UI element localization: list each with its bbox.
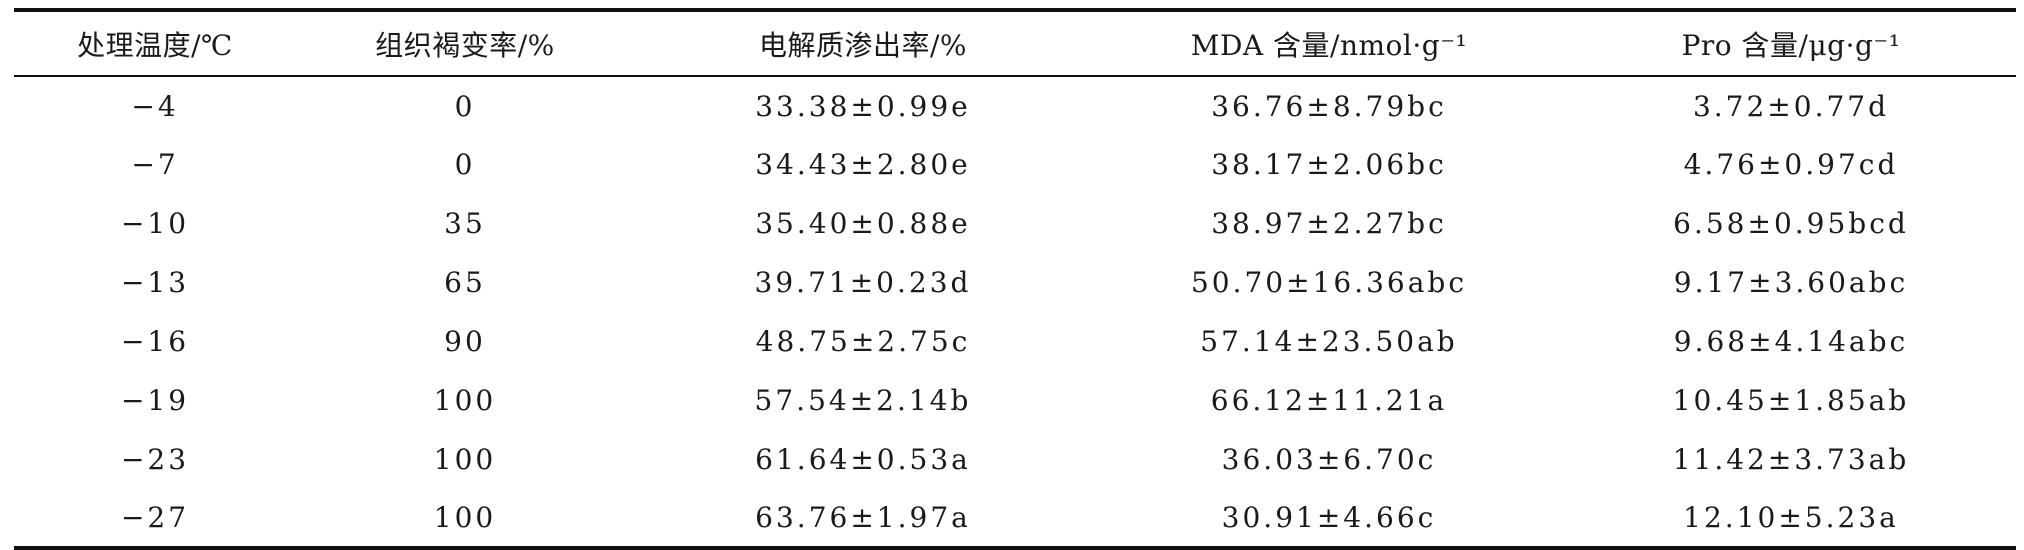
cell-browning-rate: 65: [444, 266, 486, 299]
header-row: 处理温度/℃ 组织褐变率/% 电解质渗出率/% MDA 含量/nmol·g⁻¹ …: [14, 8, 2016, 77]
cell-temperature: −19: [120, 384, 190, 417]
cell-electrolyte-leakage: 39.71±0.23d: [754, 266, 972, 299]
cell-temperature: −4: [131, 89, 179, 123]
cell-browning-rate: 100: [296, 489, 634, 550]
cell-electrolyte-leakage: 63.76±1.97a: [634, 489, 1092, 550]
cell-browning-rate: 0: [454, 148, 476, 181]
table-row: −27 100 63.76±1.97a 30.91±4.66c 12.10±5.…: [14, 489, 2016, 550]
cell-pro-content: 4.76±0.97cd: [1683, 148, 1899, 181]
header-electrolyte-leakage: 电解质渗出率/%: [634, 8, 1092, 77]
cell-temperature: −23: [120, 443, 190, 476]
table-header: 处理温度/℃ 组织褐变率/% 电解质渗出率/% MDA 含量/nmol·g⁻¹ …: [14, 8, 2016, 77]
cell-pro-content: 10.45±1.85ab: [1672, 384, 1910, 417]
cell-pro-content: 6.58±0.95bcd: [1673, 207, 1909, 240]
cell-mda-content: 50.70±16.36abc: [1190, 266, 1468, 299]
cell-electrolyte-leakage: 48.75±2.75c: [755, 325, 971, 358]
data-table: 处理温度/℃ 组织褐变率/% 电解质渗出率/% MDA 含量/nmol·g⁻¹ …: [14, 8, 2016, 550]
cell-electrolyte-leakage: 35.40±0.88e: [755, 207, 971, 240]
header-temperature: 处理温度/℃: [14, 8, 296, 77]
table-body: −4 0 33.38±0.99e 36.76±8.79bc 3.72±0.77d…: [14, 76, 2016, 550]
cell-mda-content: 38.17±2.06bc: [1211, 148, 1447, 181]
cell-mda-content: 36.76±8.79bc: [1211, 89, 1447, 123]
cell-pro-content: 11.42±3.73ab: [1672, 443, 1910, 476]
table-row: −7 0 34.43±2.80e 38.17±2.06bc 4.76±0.97c…: [14, 135, 2016, 194]
cell-browning-rate: 0: [454, 89, 476, 123]
header-browning-rate: 组织褐变率/%: [296, 8, 634, 77]
cell-browning-rate: 100: [433, 384, 497, 417]
cell-temperature: −27: [14, 489, 296, 550]
cell-mda-content: 66.12±11.21a: [1210, 384, 1448, 417]
table-row: −19 100 57.54±2.14b 66.12±11.21a 10.45±1…: [14, 371, 2016, 430]
table-row: −23 100 61.64±0.53a 36.03±6.70c 11.42±3.…: [14, 430, 2016, 489]
cell-temperature: −13: [120, 266, 190, 299]
cell-browning-rate: 90: [444, 325, 486, 358]
cell-pro-content: 9.68±4.14abc: [1673, 325, 1909, 358]
table-row: −4 0 33.38±0.99e 36.76±8.79bc 3.72±0.77d: [14, 76, 2016, 135]
table-row: −10 35 35.40±0.88e 38.97±2.27bc 6.58±0.9…: [14, 194, 2016, 253]
cell-mda-content: 57.14±23.50ab: [1200, 325, 1458, 358]
data-table-container: 处理温度/℃ 组织褐变率/% 电解质渗出率/% MDA 含量/nmol·g⁻¹ …: [14, 8, 2016, 550]
cell-pro-content: 12.10±5.23a: [1566, 489, 2016, 550]
cell-electrolyte-leakage: 61.64±0.53a: [755, 443, 971, 476]
table-row: −16 90 48.75±2.75c 57.14±23.50ab 9.68±4.…: [14, 312, 2016, 371]
cell-temperature: −16: [120, 325, 190, 358]
cell-temperature: −7: [131, 148, 179, 181]
cell-browning-rate: 100: [433, 443, 497, 476]
cell-browning-rate: 35: [444, 207, 486, 240]
header-pro-content: Pro 含量/μg·g⁻¹: [1566, 8, 2016, 77]
cell-mda-content: 36.03±6.70c: [1221, 443, 1437, 476]
cell-mda-content: 38.97±2.27bc: [1211, 207, 1447, 240]
cell-temperature: −10: [120, 207, 190, 240]
table-row: −13 65 39.71±0.23d 50.70±16.36abc 9.17±3…: [14, 253, 2016, 312]
cell-mda-content: 30.91±4.66c: [1092, 489, 1566, 550]
cell-pro-content: 9.17±3.60abc: [1673, 266, 1909, 299]
cell-pro-content: 3.72±0.77d: [1692, 89, 1890, 123]
header-mda-content: MDA 含量/nmol·g⁻¹: [1092, 8, 1566, 77]
cell-electrolyte-leakage: 33.38±0.99e: [755, 89, 971, 123]
cell-electrolyte-leakage: 57.54±2.14b: [754, 384, 972, 417]
cell-electrolyte-leakage: 34.43±2.80e: [755, 148, 971, 181]
